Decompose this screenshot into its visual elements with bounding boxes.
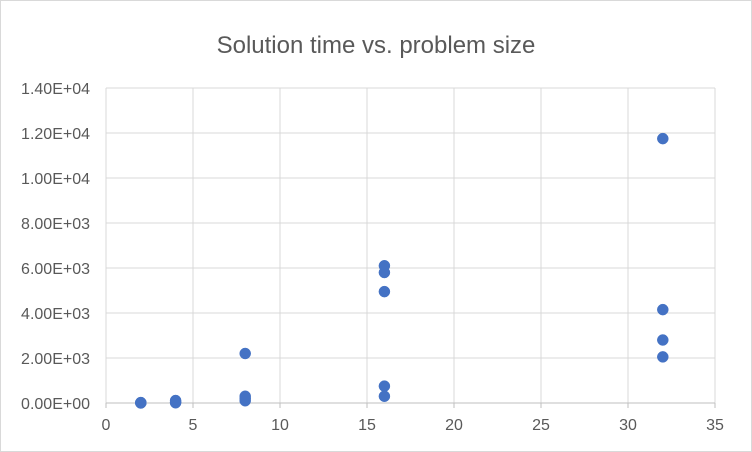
- y-tick-label: 1.40E+04: [21, 81, 90, 98]
- y-tick-label: 6.00E+03: [21, 261, 90, 278]
- data-point: [378, 390, 391, 402]
- chart-title: Solution time vs. problem size: [217, 32, 536, 59]
- y-tick-label: 1.20E+04: [21, 126, 90, 143]
- data-point: [239, 390, 251, 402]
- x-tick-label: 15: [358, 417, 376, 434]
- data-points: [135, 132, 669, 409]
- data-point: [239, 347, 251, 360]
- gridlines: [106, 87, 716, 403]
- data-point: [135, 396, 147, 409]
- data-point: [378, 285, 391, 298]
- tick-labels: 0 5 10 15 20 25 30 35 0.00E+00 2.00E+03 4.00E+03 6.…: [21, 81, 724, 434]
- data-point: [657, 303, 669, 316]
- x-tick-label: 35: [706, 417, 724, 434]
- x-tick-label: 0: [102, 417, 111, 434]
- y-tick-label: 2.00E+03: [21, 351, 90, 368]
- x-tick-label: 10: [271, 417, 289, 434]
- x-tick-label: 25: [532, 417, 550, 434]
- y-tick-label: 0.00E+00: [21, 396, 90, 413]
- data-point: [169, 394, 182, 407]
- axes: [105, 88, 716, 408]
- x-tick-label: 30: [619, 417, 637, 434]
- data-point: [657, 132, 669, 145]
- y-tick-label: 4.00E+03: [21, 306, 90, 323]
- data-point: [378, 380, 391, 392]
- y-tick-label: 8.00E+03: [21, 216, 90, 233]
- x-tick-label: 5: [189, 417, 198, 434]
- y-tick-label: 1.00E+04: [21, 171, 90, 188]
- data-point: [378, 260, 391, 272]
- data-point: [657, 334, 669, 346]
- data-point: [657, 351, 669, 363]
- x-tick-label: 20: [445, 417, 463, 434]
